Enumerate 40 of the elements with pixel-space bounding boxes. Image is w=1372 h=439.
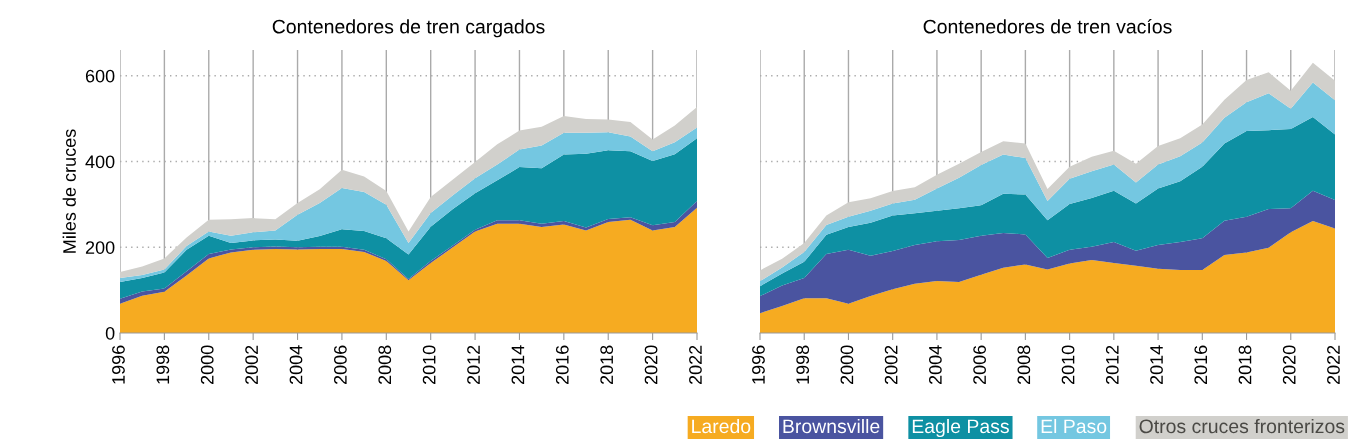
y-tick-label: 400 bbox=[85, 155, 115, 169]
text: Eagle Pass bbox=[912, 418, 1009, 438]
x-tick-label: 2004 bbox=[289, 345, 303, 385]
x-tick-label: 2014 bbox=[511, 345, 525, 385]
x-tick-label: 2016 bbox=[555, 345, 569, 385]
y-axis-title: Miles de cruces bbox=[62, 129, 76, 253]
text: Otros cruces fronterizos bbox=[1139, 418, 1345, 434]
x-tick-label: 1996 bbox=[112, 345, 125, 384]
text: Laredo bbox=[692, 418, 751, 434]
x-tick-label: 2012 bbox=[467, 345, 480, 385]
text: Brownsville bbox=[783, 418, 880, 434]
chart-title: Contenedores de tren vacíos bbox=[923, 19, 1172, 34]
x-tick-label: 2006 bbox=[333, 345, 347, 385]
x-tick-label: 2004 bbox=[928, 345, 942, 385]
x-tick-label: 1998 bbox=[796, 345, 810, 384]
x-tick-label: 1998 bbox=[156, 345, 170, 384]
x-tick-label: 2018 bbox=[1238, 345, 1252, 385]
x-tick-label: 2020 bbox=[1282, 345, 1296, 385]
x-tick-label: 2022 bbox=[1327, 345, 1340, 385]
x-tick-label: 2012 bbox=[1105, 345, 1119, 385]
y-tick-label: 0 bbox=[105, 326, 115, 340]
chart-title: Contenedores de tren cargados bbox=[272, 19, 545, 38]
text: El Paso bbox=[1041, 418, 1107, 434]
x-tick-label: 2002 bbox=[245, 345, 258, 385]
x-tick-label: 2020 bbox=[644, 345, 658, 385]
x-tick-label: 2002 bbox=[884, 345, 898, 385]
x-tick-label: 2022 bbox=[689, 345, 702, 385]
x-tick-label: 2000 bbox=[840, 345, 854, 385]
y-tick-label: 200 bbox=[85, 241, 115, 254]
y-tick-label: 600 bbox=[85, 69, 115, 83]
x-tick-label: 2018 bbox=[600, 345, 614, 385]
x-tick-label: 2016 bbox=[1194, 345, 1208, 385]
x-tick-label: 2014 bbox=[1150, 345, 1163, 385]
x-tick-label: 2006 bbox=[973, 345, 986, 385]
x-tick-label: 2010 bbox=[422, 345, 436, 385]
x-tick-label: 2000 bbox=[200, 345, 214, 385]
x-tick-label: 2010 bbox=[1061, 345, 1075, 385]
x-tick-label: 2008 bbox=[378, 345, 392, 385]
x-tick-label: 2008 bbox=[1017, 345, 1031, 385]
x-tick-label: 1996 bbox=[752, 345, 765, 384]
